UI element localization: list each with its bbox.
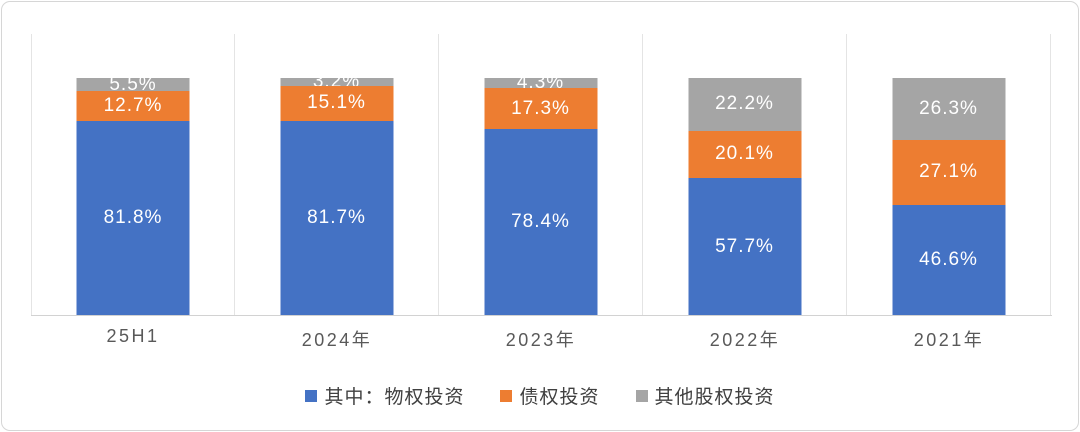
category-label: 2021年 <box>913 330 985 350</box>
legend-marker-icon <box>635 389 648 402</box>
plot-area: 5.5% 12.7% 81.8% 3.2% 15.1% 81.7% 4.3% 17.3% 78.… <box>31 34 1051 315</box>
bar-segment: 81.8% <box>76 121 190 315</box>
stacked-bar: 26.3% 27.1% 46.6% <box>892 78 1005 315</box>
x-axis-labels: 25H1 2024年 2023年 2022年 2021年 <box>31 326 1051 352</box>
category-label: 2023年 <box>505 330 577 350</box>
category-slot: 3.2% 15.1% 81.7% <box>235 34 439 315</box>
data-label: 22.2% <box>715 93 774 115</box>
category-label: 25H1 <box>106 326 160 346</box>
data-label: 81.7% <box>307 207 366 229</box>
data-label: 5.5% <box>109 73 157 95</box>
bar-segment: 3.2% <box>280 71 393 91</box>
category-slot: 5.5% 12.7% 81.8% <box>31 34 235 315</box>
legend-label: 其他股权投资 <box>654 387 775 408</box>
legend-label: 债权投资 <box>519 387 600 408</box>
bar-segment: 15.1% <box>280 85 393 122</box>
data-label: 4.3% <box>516 72 565 94</box>
legend: 其中：物权投资 债权投资 其他股权投资 <box>2 382 1078 409</box>
bar-segment: 78.4% <box>484 129 597 315</box>
category-label: 2022年 <box>709 330 781 350</box>
data-label: 78.4% <box>511 211 570 233</box>
data-label: 12.7% <box>103 95 163 117</box>
data-label: 15.1% <box>307 92 366 114</box>
bar-segment: 20.1% <box>688 130 801 179</box>
category-slot: 26.3% 27.1% 46.6% <box>847 34 1051 315</box>
bar-segment: 4.3% <box>484 73 597 93</box>
legend-item: 债权投资 <box>500 382 599 409</box>
bar-segment: 22.2% <box>688 78 801 131</box>
legend-marker-icon <box>305 389 318 402</box>
data-label: 17.3% <box>511 97 570 119</box>
bar-segment: 81.7% <box>280 121 393 315</box>
stacked-bar: 4.3% 17.3% 78.4% <box>484 73 597 315</box>
bar-segment: 57.7% <box>688 178 801 315</box>
data-label: 57.7% <box>715 235 774 257</box>
legend-marker-icon <box>500 389 513 402</box>
data-label: 46.6% <box>919 248 978 270</box>
bar-segment: 12.7% <box>76 91 190 122</box>
data-label: 27.1% <box>919 161 978 183</box>
bar-segment: 46.6% <box>892 204 1005 315</box>
bar-segment: 17.3% <box>484 88 597 130</box>
data-label: 81.8% <box>103 207 163 229</box>
bar-segment: 5.5% <box>76 74 190 94</box>
legend-label: 其中：物权投资 <box>324 387 465 408</box>
bar-segment: 26.3% <box>892 78 1005 141</box>
data-label: 20.1% <box>715 143 774 165</box>
category-slot: 4.3% 17.3% 78.4% <box>439 34 643 315</box>
data-label: 26.3% <box>919 98 978 120</box>
stacked-bar: 22.2% 20.1% 57.7% <box>688 78 801 315</box>
category-slot: 22.2% 20.1% 57.7% <box>643 34 847 315</box>
category-label: 2024年 <box>301 330 373 350</box>
stacked-bar: 3.2% 15.1% 81.7% <box>280 71 393 315</box>
bar-segment: 27.1% <box>892 140 1005 205</box>
stacked-bar: 5.5% 12.7% 81.8% <box>76 74 190 315</box>
legend-item: 其他股权投资 <box>635 382 775 409</box>
legend-item: 其中：物权投资 <box>305 382 464 409</box>
x-axis-line <box>31 315 1052 316</box>
